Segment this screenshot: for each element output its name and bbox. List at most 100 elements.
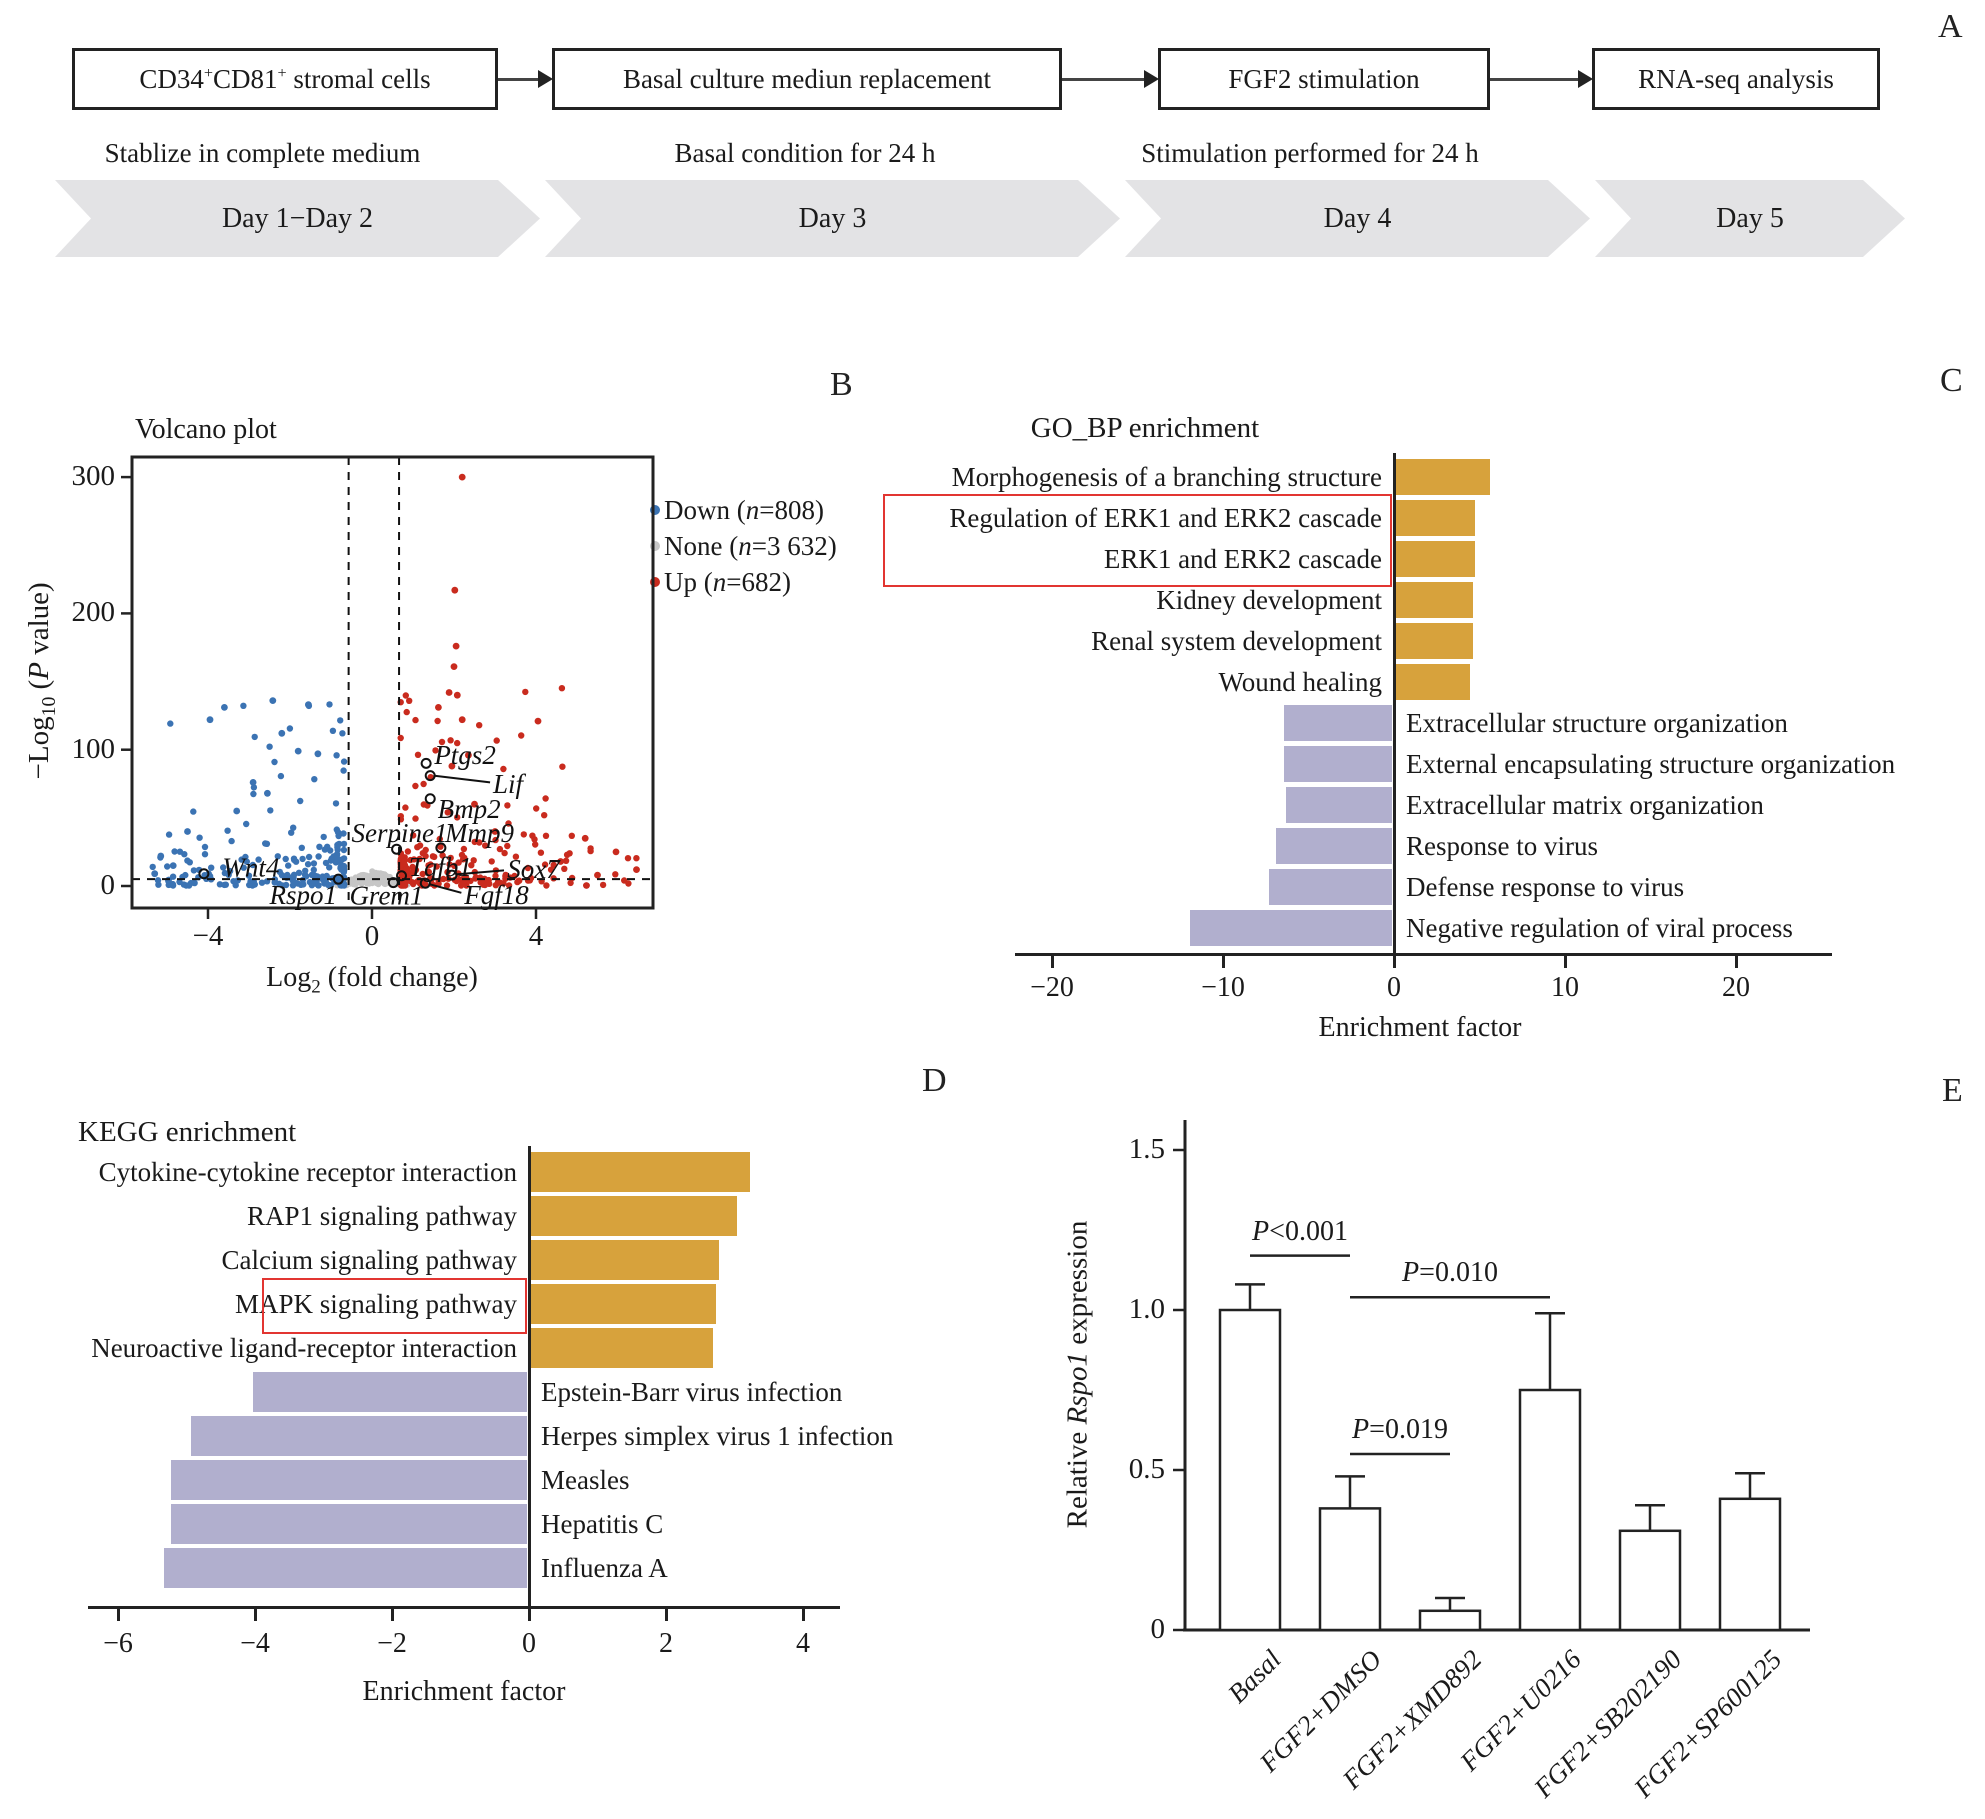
scatter-point [542,832,550,839]
scatter-point [435,704,442,711]
gene-leader-line-lif [433,774,491,784]
scatter-point [454,739,461,747]
scatter-point [316,843,323,850]
scatter-point [533,805,540,812]
e-bar-5 [1718,1497,1782,1632]
row-label: Wound healing [1218,667,1382,697]
volcano-legend: Down (n=808) None (n=3 632) Up (n=682) [650,492,837,600]
scatter-point [290,871,298,878]
scatter-point [184,857,191,864]
gene-label-grem1: Grem1 [349,881,423,911]
scatter-point [321,846,329,853]
bar-up [1396,459,1491,495]
workflow-note-3: Stimulation performed for 24 h [1141,138,1479,168]
x-axis-line [88,1606,840,1609]
e-bar-4 [1618,1529,1682,1632]
scatter-point [300,881,307,888]
bar-down [170,1504,527,1544]
scatter-point [184,828,191,835]
scatter-point [404,848,412,855]
row-label: Calcium signaling pathway [221,1245,517,1275]
scatter-point [454,814,461,821]
x-tick [1393,956,1396,968]
scatter-point [201,843,209,851]
workflow-note-1: Stablize in complete medium [104,138,421,168]
scatter-point [366,880,373,887]
scatter-point [310,866,317,874]
scatter-point [294,747,302,755]
scatter-point [537,849,545,856]
gene-marker-wnt4 [198,868,210,880]
zero-axis-line [528,1146,531,1606]
scatter-point [269,697,277,704]
volcano-x-axis-label: Log2 (fold change) [266,962,478,998]
row-label: External encapsulating structure organiz… [1406,749,1896,779]
scatter-point [337,717,344,724]
gene-leader-line-fgf18 [428,882,462,894]
scatter-point [625,880,632,887]
scatter-point [416,855,423,863]
scatter-point [557,858,564,865]
scatter-point [169,862,177,869]
scatter-point [455,859,462,866]
scatter-point [633,866,640,873]
gene-label-bmp2: Bmp2 [438,794,501,824]
scatter-point [279,882,286,889]
timeline-chevron-day4: Day 4 [1125,180,1590,257]
legend-item-up: Up (n=682) [650,564,837,600]
gene-marker-serpine1 [391,843,403,855]
scatter-point [496,845,504,853]
scatter-point [547,866,555,873]
scatter-point [266,743,273,750]
row-label: Cytokine-cytokine receptor interaction [98,1157,517,1187]
go-bp-x-axis-label: Enrichment factor [1318,1012,1522,1043]
row-label: Measles [541,1465,630,1495]
scatter-point [493,737,500,744]
scatter-point [568,874,576,882]
timeline-chevron-day5: Day 5 [1595,180,1905,257]
scatter-point [286,725,294,732]
scatter-point [410,880,417,888]
scatter-point [292,879,299,886]
scatter-point [443,882,451,889]
scatter-point [322,859,330,867]
x-tick [1564,956,1567,968]
scatter-point [285,862,292,869]
scatter-point [541,861,549,868]
scatter-point [432,747,439,754]
row-label: Renal system development [1091,626,1382,656]
scatter-point [282,855,289,863]
scatter-point [242,853,249,861]
x-tick [1051,956,1054,968]
bar-up [1396,623,1473,659]
scatter-point [436,835,443,843]
up-dot-icon [650,577,660,587]
scatter-point [505,820,512,827]
workflow-arrow-icon [538,70,553,88]
scatter-point [262,840,269,847]
gene-marker-rspo1 [332,873,344,885]
scatter-point [288,829,295,836]
scatter-point [302,867,309,874]
scatter-point [444,809,451,816]
scatter-point [476,722,483,729]
bar-up [1396,500,1475,536]
scatter-point [251,733,258,741]
workflow-arrow-line [1062,78,1144,81]
x-tick-label: 2 [659,1628,673,1659]
scatter-point [401,879,409,886]
scatter-point [414,751,422,758]
scatter-point [171,848,178,855]
scatter-point [290,824,297,831]
bar-down [1284,705,1392,741]
bar-down [1190,910,1392,946]
scatter-point [471,838,478,846]
row-label: Hepatitis C [541,1509,664,1539]
row-label: Morphogenesis of a branching structure [951,462,1382,492]
scatter-point [310,860,318,867]
legend-item-none: None (n=3 632) [650,528,837,564]
scatter-point [428,875,435,883]
scatter-point [221,704,228,711]
scatter-point [340,855,348,862]
gene-label-mmp9: Mmp9 [444,818,514,848]
